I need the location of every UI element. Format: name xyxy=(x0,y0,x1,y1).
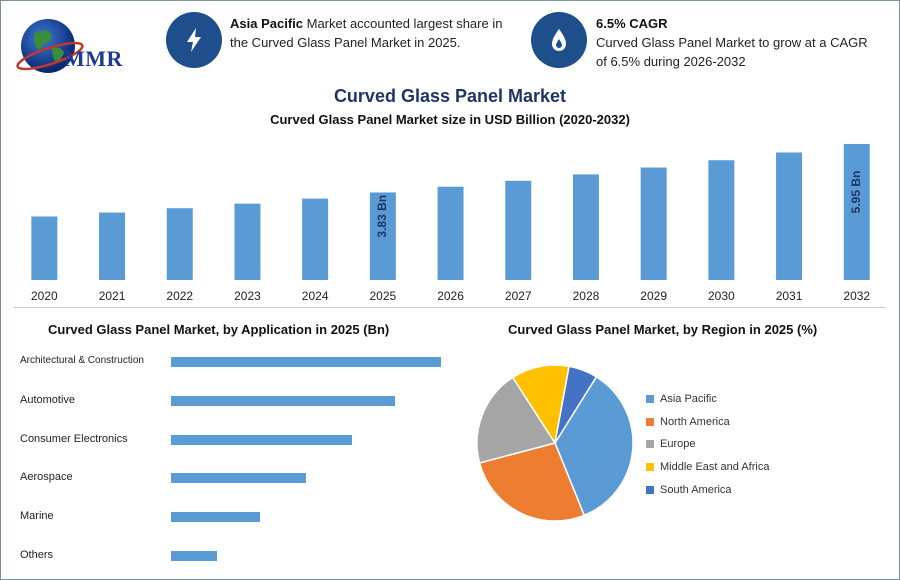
application-label: Others xyxy=(20,549,54,561)
application-bar xyxy=(171,434,352,445)
bar-2032 xyxy=(843,144,870,280)
x-tick-label: 2028 xyxy=(573,289,600,303)
bar-2020 xyxy=(31,216,58,280)
mmr-globe-logo-icon xyxy=(16,19,84,73)
bar-data-label: 3.83 Bn xyxy=(375,195,389,238)
x-tick-label: 2026 xyxy=(437,289,464,303)
x-tick-label: 2024 xyxy=(302,289,329,303)
application-label: Marine xyxy=(20,510,54,523)
bar-2021 xyxy=(99,212,126,280)
legend-item: South America xyxy=(646,478,769,501)
application-bar xyxy=(171,512,261,523)
application-chart-title: Curved Glass Panel Market, by Applicatio… xyxy=(48,322,390,337)
application-bar xyxy=(171,395,396,406)
legend-label: South America xyxy=(660,483,732,496)
market-size-bar-chart: 2020 2021 2022 2023 2024 2025 2026 2027 2028 2029… xyxy=(31,144,870,303)
application-label: Architectural & Construction xyxy=(20,355,144,366)
application-label: Aerospace xyxy=(20,471,73,484)
bar-2031 xyxy=(776,152,803,280)
bar-2025 xyxy=(369,192,396,280)
info-cagr-bold: 6.5% CAGR xyxy=(596,16,668,31)
pie-slice-asia-pacific xyxy=(554,375,634,517)
legend-swatch xyxy=(646,463,654,472)
x-tick-label: 2031 xyxy=(776,289,803,303)
legend-item: Asia Pacific xyxy=(646,388,769,411)
info-cagr-line2: Curved Glass Panel Market to grow at a C… xyxy=(596,35,868,50)
info-asia-pacific-bold: Asia Pacific xyxy=(230,16,303,31)
growth-icon xyxy=(531,12,587,68)
legend-item: Europe xyxy=(646,433,769,456)
region-chart-title: Curved Glass Panel Market, by Region in … xyxy=(508,322,818,337)
legend-label: North America xyxy=(660,415,730,428)
pie-slice-south-america xyxy=(554,365,598,444)
page-title: Curved Glass Panel Market xyxy=(333,86,567,106)
legend-swatch xyxy=(646,485,654,494)
pie-slice-north-america xyxy=(478,442,586,522)
bar-2029 xyxy=(640,167,667,280)
x-tick-label: 2025 xyxy=(369,289,396,303)
application-label: Consumer Electronics xyxy=(20,432,128,445)
info-asia-pacific: Asia Pacific Market accounted largest sh… xyxy=(230,14,530,52)
x-tick-label: 2023 xyxy=(234,289,261,303)
legend-label: Asia Pacific xyxy=(660,393,717,406)
section-divider xyxy=(14,307,886,308)
legend-item: Middle East and Africa xyxy=(646,456,769,479)
application-bar xyxy=(171,551,217,561)
legend-swatch xyxy=(646,395,654,404)
region-legend: Asia Pacific North America Europe Middle Ea… xyxy=(646,388,769,501)
x-tick-label: 2021 xyxy=(99,289,126,303)
bar-2023 xyxy=(234,203,261,280)
bar-data-label: 5.95 Bn xyxy=(849,171,863,214)
bar-2030 xyxy=(708,160,735,280)
x-tick-label: 2022 xyxy=(166,289,193,303)
legend-label: Europe xyxy=(660,438,696,451)
application-label: Automotive xyxy=(20,393,76,406)
x-tick-label: 2020 xyxy=(31,289,58,303)
x-tick-label: 2030 xyxy=(708,289,735,303)
legend-swatch xyxy=(646,440,654,449)
application-bar xyxy=(171,357,441,367)
x-tick-label: 2032 xyxy=(843,289,870,303)
x-tick-label: 2029 xyxy=(640,289,667,303)
x-tick-label: 2027 xyxy=(505,289,532,303)
bar-2026 xyxy=(437,186,464,280)
info-cagr: 6.5% CAGR Curved Glass Panel Market to g… xyxy=(596,14,891,71)
bar-2028 xyxy=(572,174,599,280)
legend-swatch xyxy=(646,417,654,426)
legend-label: Middle East and Africa xyxy=(660,461,770,474)
bar-2022 xyxy=(166,208,193,280)
legend-item: North America xyxy=(646,411,769,434)
bar-chart-title: Curved Glass Panel Market size in USD Bi… xyxy=(270,112,630,127)
info-asia-pacific-rest: Market accounted largest share in xyxy=(303,16,503,31)
application-bar xyxy=(171,473,306,484)
bar-2024 xyxy=(302,198,329,280)
region-pie-chart xyxy=(476,364,634,522)
pie-slice-europe xyxy=(476,376,557,464)
bar-2027 xyxy=(505,180,532,280)
info-cagr-line3: of 6.5% during 2026-2032 xyxy=(596,54,746,69)
info-asia-pacific-line2: the Curved Glass Panel Market in 2025. xyxy=(230,35,461,50)
logo-text: MMR xyxy=(64,46,123,71)
lightning-icon xyxy=(166,12,222,68)
